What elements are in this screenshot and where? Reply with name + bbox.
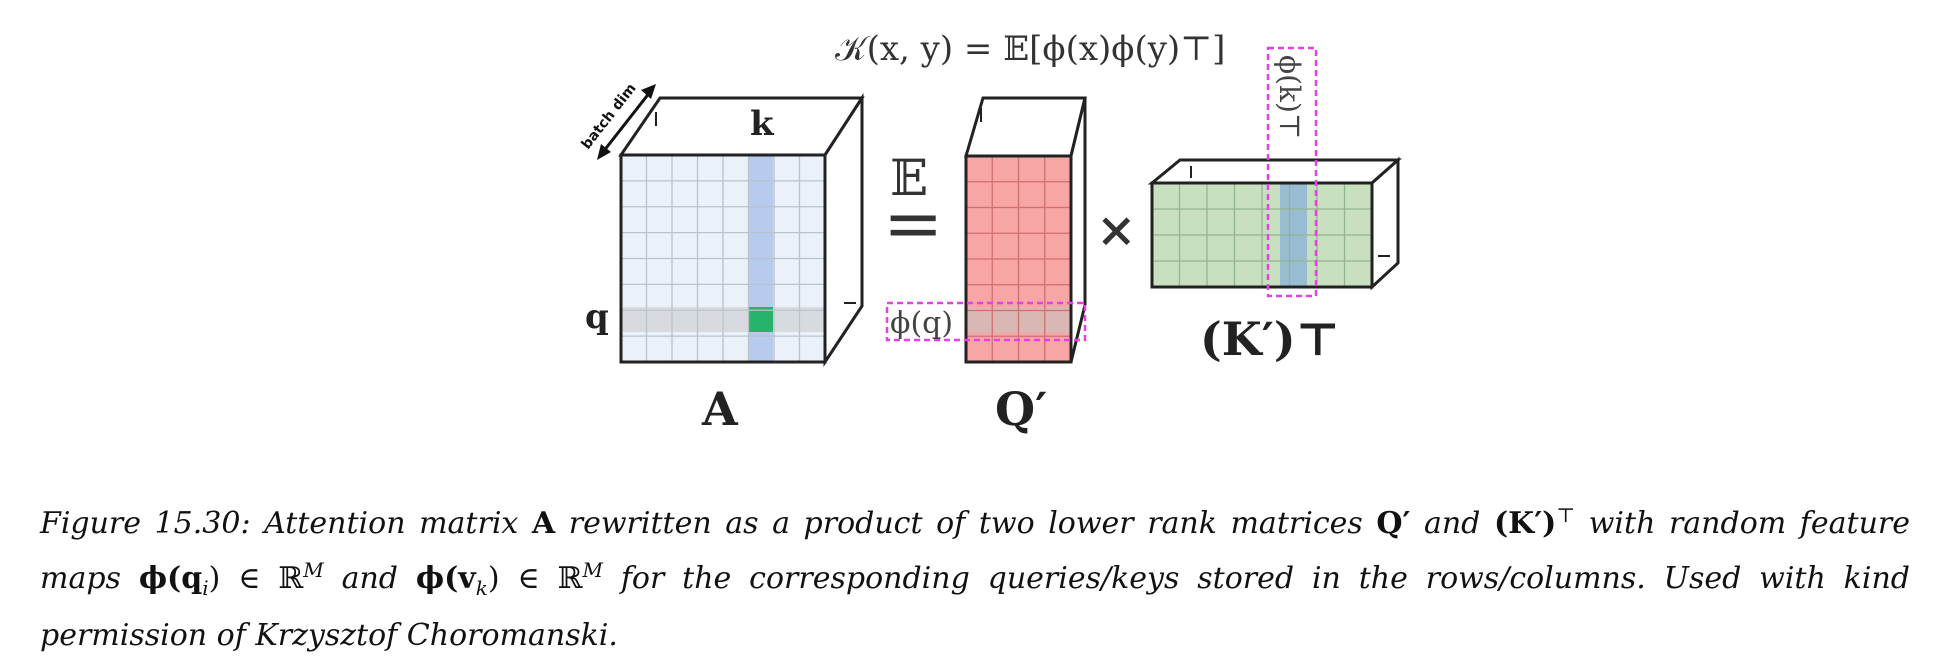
caption-label: Figure 15.30: (40, 506, 251, 541)
caption-M-1: M (303, 558, 324, 582)
caption-M-2: M (582, 558, 603, 582)
expectation-symbol: 𝔼 (890, 149, 928, 207)
caption-sub-i: i (202, 576, 209, 600)
figure-caption: Figure 15.30: Attention matrix A rewritt… (40, 492, 1910, 659)
A-cell-qk (748, 307, 773, 332)
matrix-K-prime-T (1147, 156, 1402, 291)
batch-dim-arrow (597, 84, 656, 160)
caption-A: A (531, 506, 556, 541)
matrix-A (618, 92, 865, 367)
label-Q-prime: Q′ (995, 382, 1047, 436)
label-k: k (750, 104, 775, 144)
caption-Q-prime: Q′ (1376, 506, 1411, 541)
caption-text-2: rewritten as a product of two lower rank… (568, 506, 1363, 541)
caption-K-prime: (K′) (1493, 506, 1557, 541)
phi-q-label: ϕ(q) (890, 306, 953, 341)
caption-phi-v: ϕ(v (415, 561, 476, 596)
matrix-Q-prime (963, 96, 1087, 364)
caption-transpose: ⊤ (1556, 503, 1576, 527)
equals-symbol: = (883, 181, 943, 265)
caption-in-R-2: ) ∈ ℝ (487, 561, 583, 596)
figure-diagram: 𝒦(x, y) = 𝔼[ϕ(x)ϕ(y)⊤] batch dim k q A 𝔼… (579, 29, 1402, 436)
phi-k-highlight-box (1266, 46, 1318, 298)
times-symbol: ✕ (1097, 205, 1136, 259)
label-K-prime-T: (K′)⊤ (1200, 312, 1340, 366)
caption-text-1: Attention matrix (264, 506, 519, 541)
caption-sub-k: k (475, 576, 488, 600)
caption-phi-q: ϕ(q (138, 561, 203, 596)
caption-text-3: and (1423, 506, 1481, 541)
label-q: q (585, 297, 609, 337)
phi-k-T-label: ϕ(k)⊤ (1273, 55, 1306, 139)
caption-in-R-1: ) ∈ ℝ (208, 561, 304, 596)
caption-text-5: and (341, 561, 398, 596)
label-A: A (701, 382, 739, 436)
top-formula: 𝒦(x, y) = 𝔼[ϕ(x)ϕ(y)⊤] (835, 29, 1225, 69)
phi-q-highlight-box (885, 301, 1087, 342)
caption-text-4: with random feature maps (40, 506, 1910, 596)
